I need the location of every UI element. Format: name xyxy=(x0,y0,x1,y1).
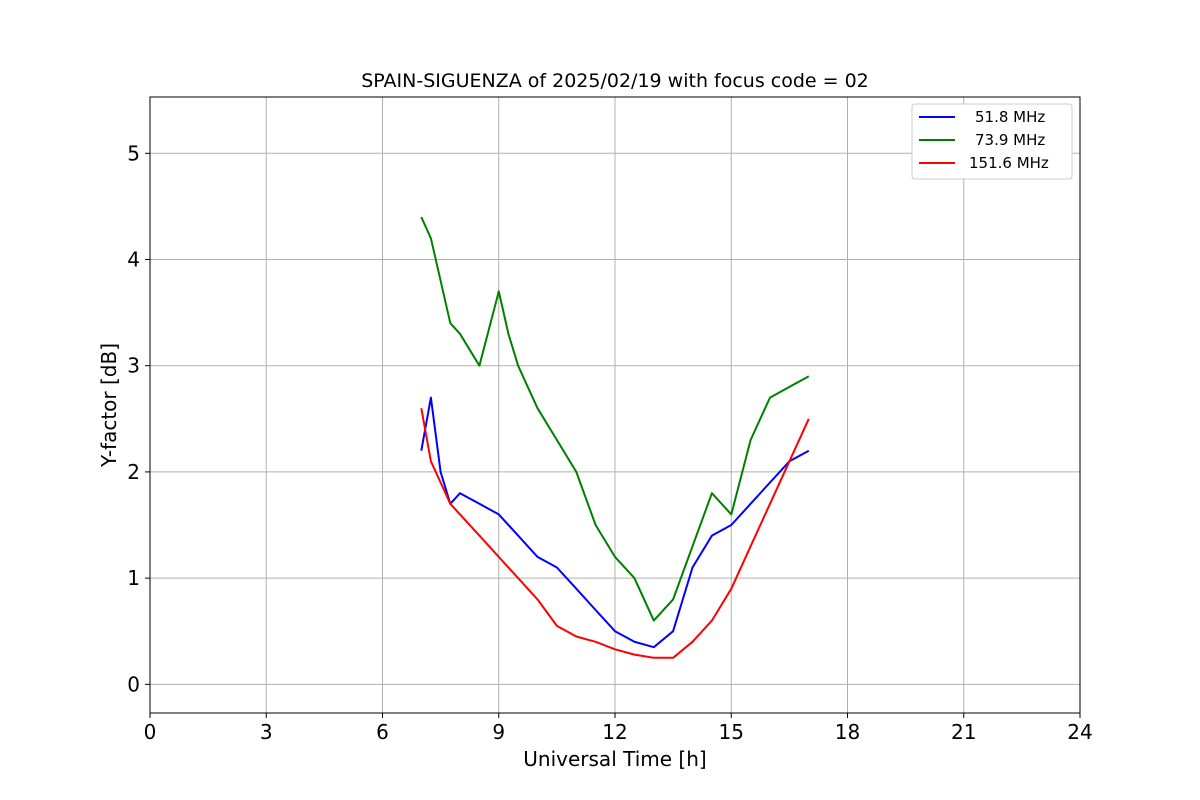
chart-title: SPAIN-SIGUENZA of 2025/02/19 with focus … xyxy=(361,70,869,92)
series-lines xyxy=(420,216,810,659)
x-tick-label: 24 xyxy=(1067,720,1092,744)
x-tick-label: 15 xyxy=(719,720,744,744)
y-axis-label: Y-factor [dB] xyxy=(97,343,121,468)
x-tick-label: 9 xyxy=(492,720,505,744)
series-line-73-9-mhz xyxy=(420,216,810,622)
x-tick-label: 18 xyxy=(835,720,860,744)
series-line-51-8-mhz xyxy=(420,396,810,649)
y-tick-label: 0 xyxy=(127,672,140,696)
x-tick-label: 0 xyxy=(144,720,157,744)
legend: 51.8 MHz 73.9 MHz 151.6 MHz xyxy=(911,103,1073,180)
x-tick-label: 3 xyxy=(260,720,273,744)
y-tick-label: 2 xyxy=(127,460,140,484)
series-line-151-6-mhz xyxy=(420,408,810,659)
x-axis-label: Universal Time [h] xyxy=(523,747,706,771)
legend-label-51-8: 51.8 MHz xyxy=(975,108,1045,126)
y-tick-label: 4 xyxy=(127,247,140,271)
y-tick-label: 5 xyxy=(127,141,140,165)
y-tick-label: 3 xyxy=(127,354,140,378)
legend-box xyxy=(911,103,1073,180)
x-tick-label: 6 xyxy=(376,720,389,744)
x-tick-label: 12 xyxy=(602,720,627,744)
x-tick-label: 21 xyxy=(951,720,976,744)
legend-label-151-6: 151.6 MHz xyxy=(969,154,1049,172)
legend-label-73-9: 73.9 MHz xyxy=(975,131,1045,149)
y-tick-label: 1 xyxy=(127,566,140,590)
